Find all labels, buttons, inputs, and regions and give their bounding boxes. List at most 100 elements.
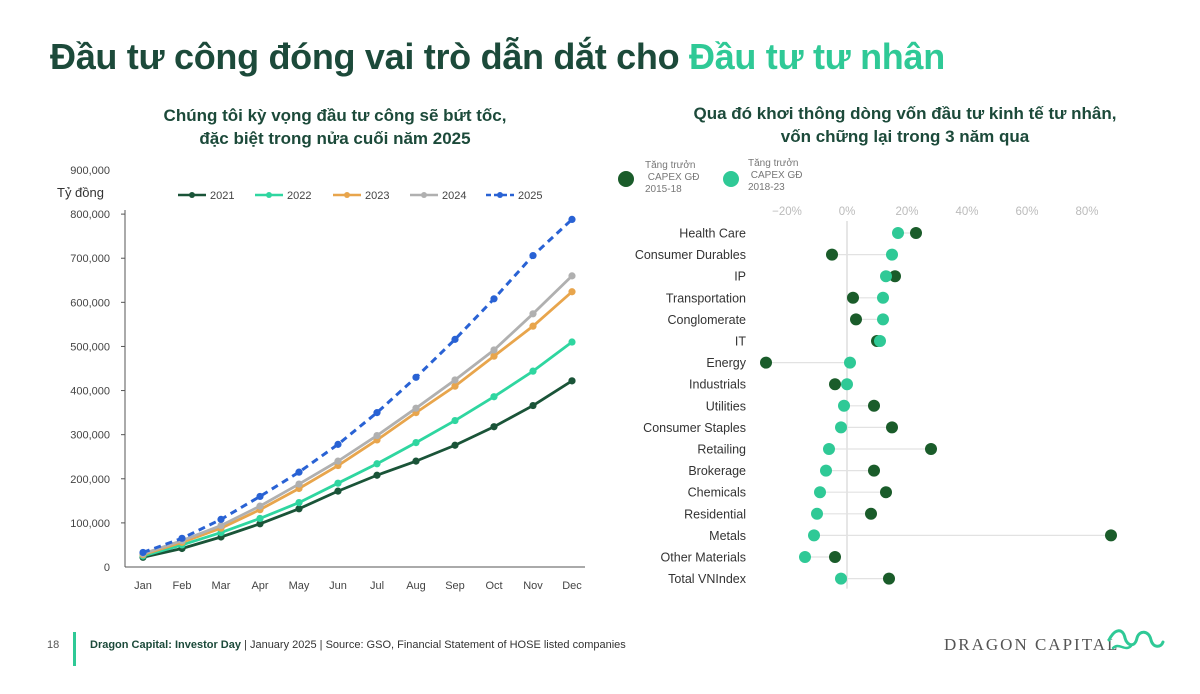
x-tick-label: Mar <box>212 580 231 592</box>
x-tick-label: 60% <box>1015 206 1038 218</box>
y-tick-label: 200,000 <box>70 474 110 486</box>
data-point-2022 <box>295 498 303 507</box>
y-tick-label: 800,000 <box>70 209 110 221</box>
dot-2018-23 <box>835 572 847 585</box>
data-point-2022 <box>451 416 459 425</box>
dot-2018-23 <box>835 421 847 434</box>
category-label: IT <box>735 335 746 349</box>
data-point-2023 <box>451 382 459 390</box>
right-subtitle-line1: Qua đó khơi thông dòng vốn đầu tư kinh t… <box>693 104 1117 123</box>
data-point-2024 <box>412 404 420 412</box>
x-tick-label: Aug <box>406 580 426 592</box>
data-point-2023 <box>490 352 498 360</box>
category-label: Metals <box>709 529 746 543</box>
y-tick-label: 400,000 <box>70 386 110 398</box>
dot-2018-23 <box>877 291 889 304</box>
category-label: Brokerage <box>688 464 746 478</box>
category-label: Health Care <box>679 227 746 241</box>
dot-2018-23 <box>820 464 832 477</box>
data-point-2024 <box>451 376 459 384</box>
legend-label-2024: 2024 <box>442 190 466 202</box>
data-point-2021 <box>412 457 420 465</box>
legend-marker-2025 <box>497 192 503 198</box>
legend-label-2023: 2023 <box>365 190 389 202</box>
data-point-2021 <box>295 505 303 513</box>
left-chart-subtitle: Chúng tôi kỳ vọng đầu tư công sẽ bứt tốc… <box>120 104 550 150</box>
dot-2015-18 <box>865 507 877 520</box>
data-point-2024 <box>568 272 576 280</box>
data-point-2025 <box>412 373 420 381</box>
series-line-2023 <box>142 290 573 556</box>
dot-2018-23 <box>808 529 820 542</box>
y-tick-label: 500,000 <box>70 341 110 353</box>
title-accent: Đầu tư tư nhân <box>688 36 945 77</box>
data-point-2022 <box>490 393 498 401</box>
dot-2015-18 <box>886 421 898 434</box>
x-tick-label: 80% <box>1075 206 1098 218</box>
legend-label-2025: 2025 <box>518 190 542 202</box>
data-point-2025 <box>178 534 186 542</box>
x-tick-label: Dec <box>562 580 582 592</box>
category-label: Energy <box>706 356 746 370</box>
footer-source-bold: Dragon Capital: Investor Day <box>90 639 241 651</box>
dot-2015-18 <box>829 378 841 391</box>
legend-marker-2023 <box>344 192 350 198</box>
legend-label-2021: 2021 <box>210 190 234 202</box>
category-label: Utilities <box>706 399 746 413</box>
dot-2018-23 <box>841 378 853 391</box>
x-tick-label: Apr <box>251 580 268 592</box>
x-tick-label: 40% <box>955 206 978 218</box>
series-line-2022 <box>142 340 573 558</box>
data-point-2021 <box>451 441 459 449</box>
category-label: Industrials <box>689 378 746 392</box>
dot-2018-23 <box>877 313 889 326</box>
dragon-logo-icon <box>1107 629 1165 650</box>
data-point-2021 <box>334 487 342 495</box>
data-point-2025 <box>334 440 342 448</box>
y-tick-label: 700,000 <box>70 253 110 265</box>
data-point-2025 <box>139 548 147 557</box>
footer-divider <box>73 632 76 666</box>
left-subtitle-line1: Chúng tôi kỳ vọng đầu tư công sẽ bứt tốc… <box>163 106 507 125</box>
x-tick-label: Nov <box>523 580 543 592</box>
data-point-2022 <box>529 367 537 375</box>
category-label: Chemicals <box>688 486 746 500</box>
data-point-2025 <box>373 409 381 417</box>
right-chart-subtitle: Qua đó khơi thông dòng vốn đầu tư kinh t… <box>670 102 1140 148</box>
dot-2015-18 <box>910 227 922 239</box>
data-point-2023 <box>529 322 537 330</box>
legend-marker-2021 <box>189 192 195 198</box>
dot-2018-23 <box>838 399 850 412</box>
dot-2018-23 <box>886 248 898 261</box>
dot-2015-18 <box>868 464 880 477</box>
category-label: Consumer Durables <box>635 248 746 262</box>
footer-source: Dragon Capital: Investor Day | January 2… <box>90 639 626 651</box>
data-point-2021 <box>568 377 576 385</box>
legend-label-2022: 2022 <box>287 190 311 202</box>
dot-2015-18 <box>760 356 772 369</box>
category-label: Retailing <box>697 443 746 457</box>
data-point-2021 <box>529 401 537 410</box>
dot-2015-18 <box>850 313 862 326</box>
dot-2018-23 <box>814 486 826 499</box>
data-point-2022 <box>568 338 576 346</box>
x-tick-label: Feb <box>173 580 192 592</box>
y-tick-label: 100,000 <box>70 518 110 530</box>
y-axis-title: Tỷ đồng <box>57 185 104 200</box>
cumulative-investment-line-chart: 0 100,000 200,000 300,000 400,000 500,000 600,… <box>57 165 585 592</box>
category-label: Other Materials <box>661 551 746 565</box>
x-tick-label: Jan <box>134 580 152 592</box>
category-label: Transportation <box>666 291 746 305</box>
series-line-2024 <box>142 274 573 556</box>
category-label: Consumer Staples <box>643 421 746 435</box>
data-point-2022 <box>256 514 264 523</box>
data-point-2023 <box>568 288 576 296</box>
dot-2015-18 <box>880 486 892 499</box>
data-point-2024 <box>295 480 303 488</box>
series-line-2021 <box>142 379 573 559</box>
dot-2015-18 <box>925 443 937 455</box>
y-tick-label: 600,000 <box>70 297 110 309</box>
data-point-2024 <box>334 457 342 465</box>
data-point-2024 <box>217 521 225 530</box>
dot-2018-23 <box>823 443 835 455</box>
